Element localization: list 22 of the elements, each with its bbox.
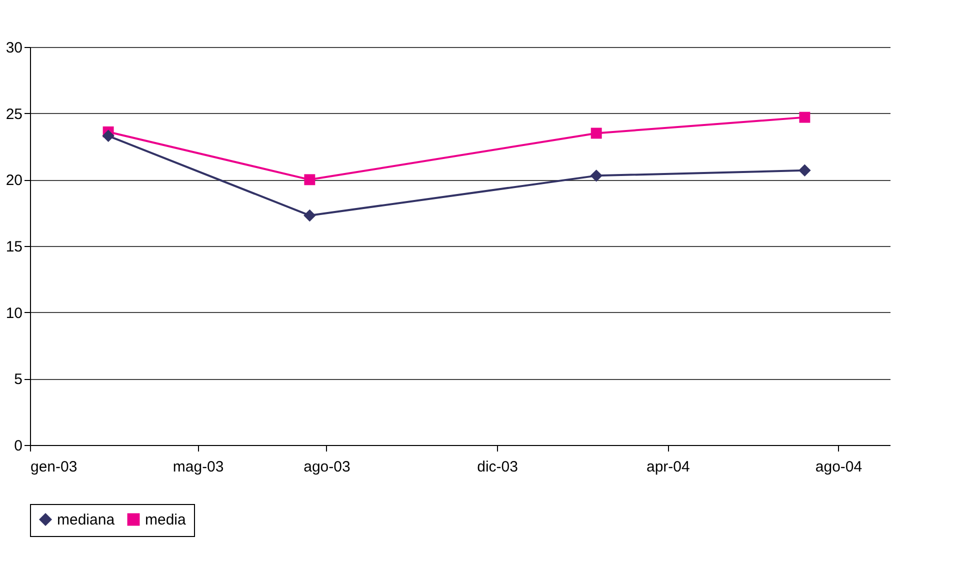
point	[590, 128, 602, 139]
y-tick-label: 10	[6, 304, 22, 322]
y-tick-label: 15	[6, 238, 22, 256]
y-tick-label: 25	[6, 106, 22, 123]
x-tick-label: mag-03	[172, 458, 224, 476]
point	[304, 174, 316, 186]
legend-label: mediana	[57, 512, 116, 529]
point	[798, 164, 811, 177]
y-tick-label: 20	[6, 172, 22, 190]
x-tick-label: ago-04	[815, 458, 862, 476]
y-tick-label: 5	[14, 371, 22, 388]
legend-label: media	[145, 512, 187, 529]
y-tick-label: 0	[14, 438, 22, 454]
y-tick-label: 30	[6, 40, 22, 56]
point	[590, 170, 602, 182]
x-tick-label: ago-03	[304, 458, 350, 476]
x-tick-label: gen-03	[30, 458, 78, 476]
point	[799, 112, 810, 123]
point	[304, 209, 316, 222]
point	[102, 130, 114, 142]
x-tick-label: apr-04	[646, 458, 690, 476]
x-tick-label: dic-03	[477, 458, 518, 476]
